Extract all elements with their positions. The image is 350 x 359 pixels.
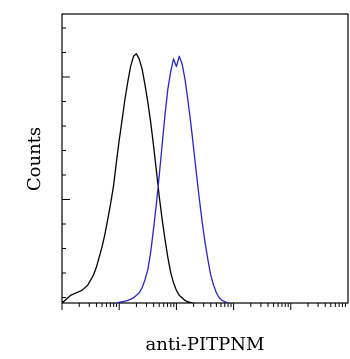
plot-frame bbox=[61, 13, 349, 304]
x-axis-title: anti-PITPNM bbox=[146, 334, 265, 355]
plot-area bbox=[61, 13, 349, 304]
series-line-2 bbox=[116, 55, 229, 304]
series-line-1 bbox=[61, 53, 194, 304]
y-axis-title: Counts bbox=[24, 127, 45, 191]
y-axis-ticks bbox=[62, 27, 70, 298]
x-axis-ticks bbox=[61, 303, 346, 310]
series-layer bbox=[61, 53, 229, 304]
